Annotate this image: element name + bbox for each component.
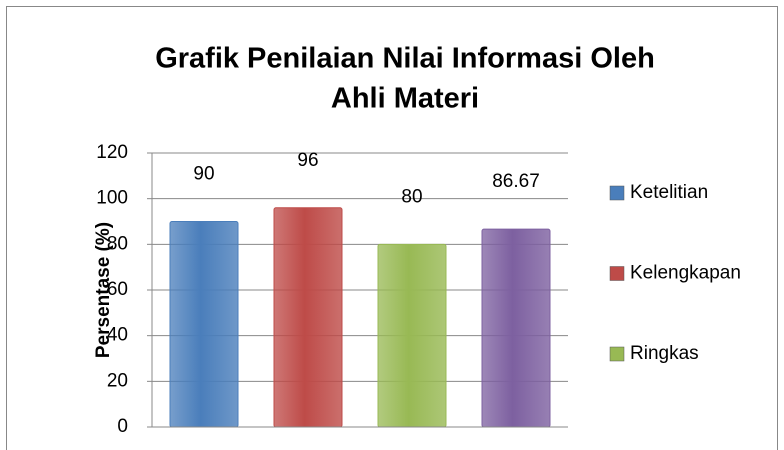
legend-swatch xyxy=(609,266,625,281)
bar xyxy=(169,221,239,428)
legend-swatch xyxy=(609,185,625,201)
chart-title: Grafik Penilaian Nilai Informasi Oleh xyxy=(155,43,655,75)
legend-label: Kelengkapan xyxy=(630,263,741,284)
legend-label: Ringkas xyxy=(630,343,699,364)
legend-swatch xyxy=(609,346,625,362)
y-tick-label: 40 xyxy=(107,325,128,346)
y-tick-label: 20 xyxy=(107,370,128,391)
bar xyxy=(481,228,551,428)
bar xyxy=(273,207,343,428)
data-label: 86.67 xyxy=(492,171,540,192)
y-tick-label: 100 xyxy=(96,188,128,209)
y-tick-label: 80 xyxy=(107,233,128,254)
data-label: 80 xyxy=(401,186,422,207)
bar xyxy=(377,243,447,428)
y-tick-label: 120 xyxy=(96,142,128,163)
chart-title: Ahli Materi xyxy=(331,83,479,115)
y-axis-label: Persentase (%) xyxy=(93,222,114,358)
data-label: 96 xyxy=(297,150,318,171)
y-tick-label: 0 xyxy=(117,416,128,437)
y-tick-label: 60 xyxy=(107,279,128,300)
legend-label: Ketelitian xyxy=(630,182,708,203)
data-label: 90 xyxy=(193,164,214,185)
